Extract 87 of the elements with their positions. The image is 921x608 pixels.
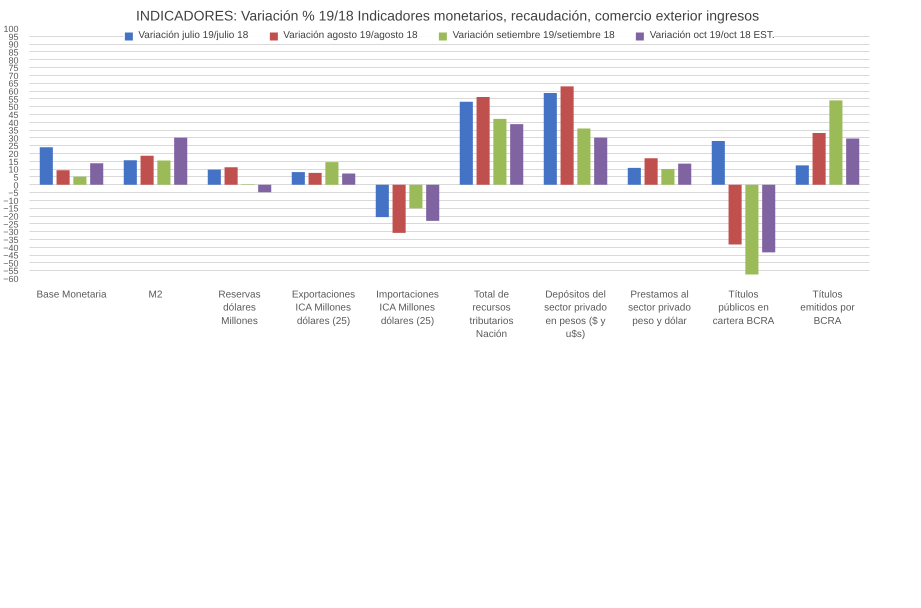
y-tick-label: 65 <box>8 78 19 89</box>
x-tick-label: Exportaciones ICA Millones dólares (25) <box>292 290 356 327</box>
bar <box>544 93 557 185</box>
y-tick-label: 20 <box>8 149 19 159</box>
bar <box>829 100 842 185</box>
y-tick-label: 40 <box>8 118 19 128</box>
bar <box>409 184 422 208</box>
bar <box>224 167 238 185</box>
x-tick-label: M2 <box>148 290 163 300</box>
bar <box>745 184 758 274</box>
y-tick-label: 10 <box>8 164 19 175</box>
x-tick-label: Títulos públicos en cartera BCRA <box>712 290 775 327</box>
bar <box>628 168 641 185</box>
bar <box>174 138 188 185</box>
chart-title: INDICADORES: Variación % 19/18 Indicadores monetarios, recaudación, comercio exterior ingresos <box>136 8 760 24</box>
bar <box>90 163 104 185</box>
bar <box>342 174 356 185</box>
x-tick-label: Prestamos al sector privado peso y dólar <box>628 290 692 327</box>
y-tick-label: 15 <box>8 156 19 167</box>
x-tick-label: Base Monetaria <box>36 290 107 300</box>
bar <box>678 164 692 185</box>
x-tick-label: Total de recursos tributarios Nación <box>470 290 514 340</box>
y-tick-label: 55 <box>8 94 19 104</box>
bar <box>140 156 154 185</box>
bar <box>157 160 170 185</box>
y-tick-label: −20 <box>3 212 19 222</box>
bar <box>644 158 658 185</box>
y-tick-label: −50 <box>3 258 19 268</box>
y-tick-label: −60 <box>3 274 19 284</box>
bar <box>124 160 137 185</box>
x-tick-label: Reservas dólares Millones <box>218 290 261 327</box>
y-tick-label: 80 <box>8 55 19 66</box>
y-tick-label: −25 <box>3 219 19 230</box>
bar <box>560 86 574 185</box>
bar <box>661 168 674 185</box>
y-tick-label: 5 <box>13 172 19 182</box>
y-tick-label: 25 <box>8 141 19 152</box>
bar <box>292 172 305 185</box>
y-tick-label: 35 <box>8 126 19 136</box>
y-tick-label: 100 <box>3 24 19 34</box>
legend-label: Variación setiembre 19/setiembre 18 <box>452 30 615 41</box>
bar <box>308 172 322 185</box>
bar <box>73 176 86 185</box>
y-tick-label: −15 <box>3 204 19 214</box>
bar <box>493 118 506 185</box>
y-tick-label: 30 <box>8 133 19 144</box>
bar <box>762 184 776 252</box>
bar <box>392 184 406 233</box>
y-tick-label: 75 <box>8 63 19 74</box>
bar <box>476 96 490 185</box>
bar <box>376 184 389 218</box>
y-tick-label: 95 <box>8 32 19 42</box>
legend-label: Variación agosto 19/agosto 18 <box>283 30 418 41</box>
bar <box>594 138 608 185</box>
legend-label: Variación julio 19/julio 18 <box>138 30 248 41</box>
y-tick-label: 60 <box>8 86 19 96</box>
y-tick-label: 70 <box>8 70 19 81</box>
bar <box>208 170 221 185</box>
y-tick-label: −5 <box>8 188 19 198</box>
x-tick-label: Títulos emitidos por BCRA <box>800 290 856 327</box>
bar <box>712 141 725 185</box>
x-tick-label: Depósitos del sector privado en pesos ($ y u$s) <box>544 290 608 340</box>
bar <box>258 184 272 192</box>
bar <box>796 165 809 185</box>
bar <box>846 138 860 185</box>
bar <box>426 184 440 221</box>
y-tick-label: −55 <box>3 266 19 276</box>
x-tick-label: Importaciones ICA Millones dólares (25) <box>376 290 439 327</box>
bar <box>577 128 590 185</box>
y-tick-label: −40 <box>3 242 19 253</box>
bar <box>56 170 70 185</box>
y-tick-label: 50 <box>8 102 19 112</box>
y-tick-label: −45 <box>3 250 19 261</box>
y-tick-label: 90 <box>8 40 19 50</box>
bar <box>40 147 53 185</box>
bar <box>325 162 338 185</box>
y-tick-label: −35 <box>3 234 19 245</box>
bar <box>728 184 742 244</box>
bar <box>460 102 473 185</box>
bar <box>812 133 826 185</box>
y-tick-label: 45 <box>8 110 19 120</box>
legend-label: Variación oct 19/oct 18 EST. <box>650 30 775 41</box>
y-tick-label: −30 <box>3 227 19 238</box>
y-tick-label: 85 <box>8 47 19 58</box>
y-tick-label: 0 <box>13 180 19 190</box>
y-tick-label: −10 <box>3 196 19 206</box>
bar <box>510 124 524 185</box>
